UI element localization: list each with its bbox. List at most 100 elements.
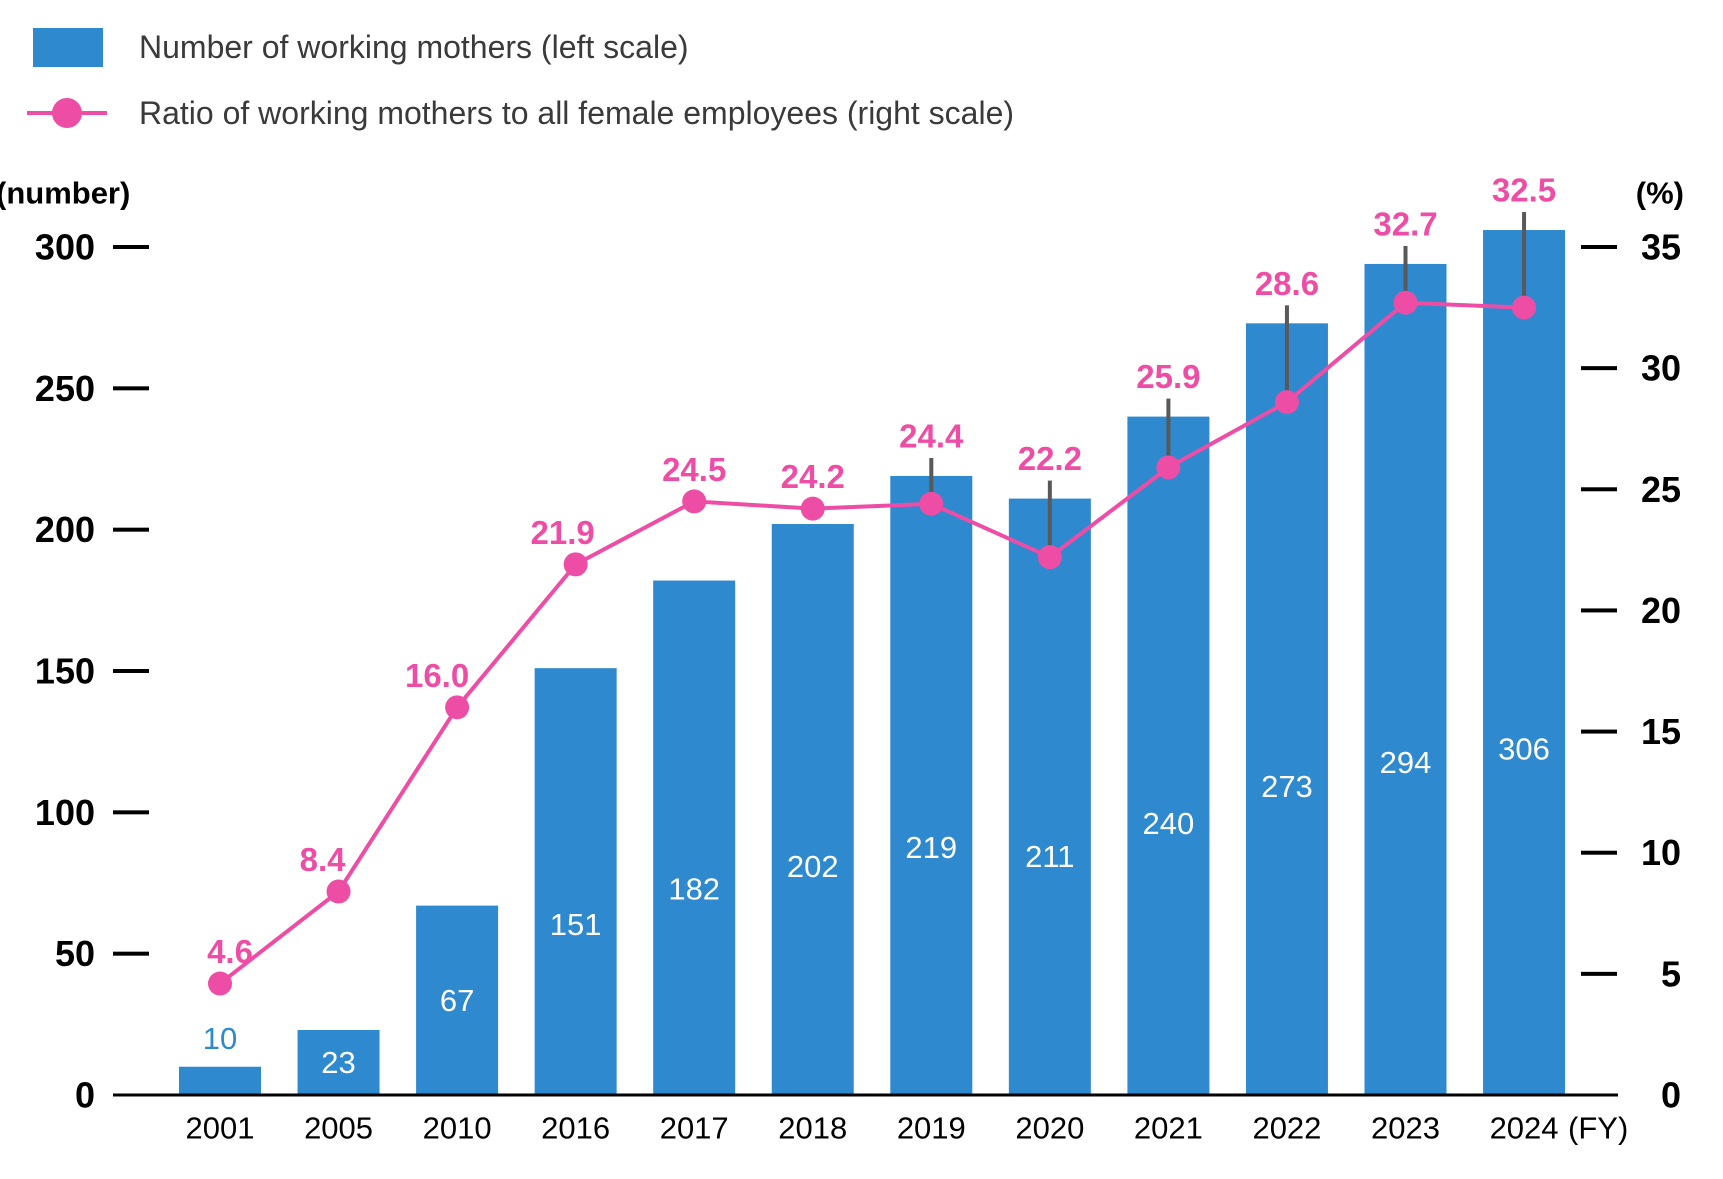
right-tick-label-10: 10 (1641, 832, 1681, 873)
ratio-dot-2005 (326, 879, 351, 904)
ratio-label-2021: 25.9 (1136, 358, 1200, 395)
year-label-2005: 2005 (304, 1111, 373, 1146)
leader-line-2024 (1522, 212, 1527, 308)
line-marker-dot-icon (52, 98, 82, 128)
bar-2016 (534, 668, 617, 1095)
x-axis-suffix: (FY) (1568, 1111, 1628, 1146)
ratio-label-2001: 4.6 (207, 933, 253, 970)
ratio-label-2022: 28.6 (1255, 265, 1319, 302)
bar-2021 (1127, 416, 1210, 1096)
ratio-label-2017: 24.5 (662, 451, 726, 488)
bar-2023 (1364, 263, 1447, 1096)
left-tick-label-300: 300 (35, 227, 95, 268)
ratio-dot-2016 (563, 552, 588, 577)
ratio-dot-2019 (919, 491, 944, 516)
x-axis-line (113, 1093, 1618, 1097)
left-tick-300 (113, 245, 149, 249)
ratio-dot-2001 (208, 971, 232, 996)
leader-line-2022 (1284, 305, 1289, 403)
year-label-2020: 2020 (1015, 1111, 1084, 1146)
bar-label-2001: 10 (203, 1021, 237, 1056)
ratio-dot-2010 (445, 695, 470, 720)
left-tick-100 (113, 810, 149, 815)
year-label-2018: 2018 (778, 1111, 847, 1146)
left-tick-label-250: 250 (35, 368, 95, 409)
ratio-label-2005: 8.4 (300, 841, 347, 878)
ratio-dot-2017 (682, 489, 707, 514)
bar-label-2010: 67 (440, 983, 474, 1018)
year-label-2024: 2024 (1490, 1111, 1559, 1146)
leader-line-2023 (1403, 245, 1408, 303)
year-label-2021: 2021 (1134, 1111, 1203, 1146)
ratio-label-2010: 16.0 (405, 657, 469, 694)
bar-2022 (1245, 323, 1328, 1095)
right-tick-5 (1581, 971, 1617, 976)
year-label-2001: 2001 (186, 1111, 255, 1146)
year-label-2010: 2010 (423, 1111, 492, 1146)
left-tick-50 (113, 951, 149, 956)
ratio-dot-2020 (1037, 545, 1062, 570)
ratio-dot-2023 (1393, 290, 1418, 315)
year-label-2022: 2022 (1252, 1111, 1321, 1146)
bar-label-2024: 306 (1498, 732, 1550, 767)
ratio-dot-2024 (1512, 295, 1537, 320)
right-tick-label-0: 0 (1661, 1075, 1681, 1116)
left-tick-label-200: 200 (35, 509, 95, 550)
right-tick-30 (1581, 366, 1617, 371)
left-tick-label-0: 0 (75, 1075, 95, 1116)
bar-label-2022: 273 (1261, 769, 1313, 804)
right-tick-label-15: 15 (1641, 711, 1681, 752)
right-tick-15 (1581, 729, 1617, 734)
bar-label-2019: 219 (905, 830, 957, 865)
legend-label-bars: Number of working mothers (left scale) (139, 29, 689, 65)
ratio-label-2023: 32.7 (1373, 205, 1437, 242)
right-axis-unit: (%) (1636, 176, 1684, 211)
ratio-label-2020: 22.2 (1018, 440, 1082, 477)
ratio-dot-2022 (1274, 390, 1299, 415)
bar-2019 (890, 475, 973, 1096)
right-tick-label-30: 30 (1641, 348, 1681, 389)
bar-2001 (179, 1066, 261, 1095)
bar-label-2017: 182 (668, 872, 720, 907)
right-tick-20 (1581, 608, 1617, 613)
line-series-marker (27, 93, 107, 133)
ratio-label-2016: 21.9 (531, 514, 595, 551)
left-tick-label-150: 150 (35, 651, 95, 692)
legend-item-bars: Number of working mothers (left scale) (33, 28, 689, 67)
ratio-label-2018: 24.2 (781, 458, 845, 495)
ratio-label-2019: 24.4 (899, 417, 964, 454)
ratio-dot-2018 (800, 496, 825, 521)
leader-line-2019 (929, 457, 934, 504)
ratio-line (218, 300, 1525, 986)
legend-item-line: Ratio of working mothers to all female e… (27, 93, 1014, 133)
right-tick-label-25: 25 (1641, 469, 1681, 510)
bar-label-2018: 202 (787, 849, 839, 884)
right-tick-35 (1581, 245, 1617, 249)
ratio-label-2024: 32.5 (1492, 172, 1556, 209)
leader-line-2020 (1047, 480, 1052, 558)
bar-series-swatch (33, 28, 103, 67)
right-tick-label-20: 20 (1641, 590, 1681, 631)
left-axis-unit: (number) (0, 176, 130, 211)
left-tick-label-100: 100 (35, 792, 95, 833)
bar-2005 (297, 1029, 380, 1095)
right-tick-25 (1581, 487, 1617, 492)
left-tick-150 (113, 669, 149, 673)
left-tick-label-50: 50 (55, 933, 95, 974)
leader-line-2021 (1166, 398, 1171, 468)
bar-label-2020: 211 (1025, 839, 1074, 874)
year-label-2019: 2019 (897, 1111, 966, 1146)
right-tick-label-35: 35 (1641, 227, 1681, 268)
ratio-dot-2021 (1156, 455, 1181, 480)
bar-label-2005: 23 (321, 1045, 355, 1080)
bar-2018 (771, 524, 854, 1095)
legend-label-line: Ratio of working mothers to all female e… (139, 94, 1015, 131)
left-tick-250 (113, 386, 149, 391)
bar-label-2021: 240 (1143, 806, 1195, 841)
year-label-2017: 2017 (660, 1111, 729, 1146)
bar-2020 (1008, 498, 1091, 1095)
bar-2024 (1483, 230, 1566, 1096)
year-label-2023: 2023 (1371, 1111, 1440, 1146)
